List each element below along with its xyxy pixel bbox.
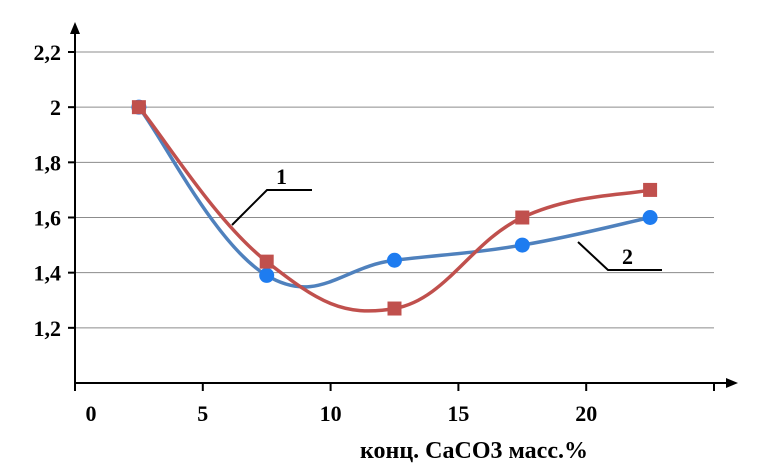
x-tick-label: 20 <box>575 401 597 426</box>
series-1-label: 1 <box>276 164 287 189</box>
x-tick-label: 0 <box>86 401 97 426</box>
y-axis-arrow <box>70 22 80 34</box>
y-tick-label: 1,2 <box>34 316 62 341</box>
axis-ticks: 1,2 1,4 1,6 1,8 2 2,2 0 5 10 15 20 <box>34 40 715 426</box>
x-tick-label: 15 <box>447 401 469 426</box>
data-point-series-2 <box>642 210 658 225</box>
series-layer <box>131 99 658 316</box>
data-point-series-2 <box>387 252 402 268</box>
x-axis-arrow <box>726 378 738 388</box>
series-line-1 <box>137 106 651 313</box>
data-point-series-1 <box>515 210 530 225</box>
gridlines <box>75 51 714 329</box>
y-tick-label: 1,6 <box>34 206 62 231</box>
x-axis-label: конц. CaCO3 масс.% <box>360 438 588 464</box>
y-tick-label: 2,2 <box>34 40 62 65</box>
y-tick-label: 1,4 <box>34 261 62 286</box>
series-2-leader <box>577 241 662 271</box>
data-point-series-2 <box>259 267 275 283</box>
y-tick-label: 1,8 <box>34 150 62 175</box>
data-point-series-1 <box>259 254 274 269</box>
data-point-series-1 <box>643 182 658 197</box>
series-2-label: 2 <box>622 244 633 269</box>
series-annotations: 12 <box>231 164 662 271</box>
series-1-leader <box>231 189 312 226</box>
x-tick-label: 10 <box>320 401 342 426</box>
data-point-series-1 <box>387 301 402 316</box>
y-tick-label: 2 <box>50 95 61 120</box>
x-tick-label: 5 <box>197 401 208 426</box>
data-point-series-2 <box>514 237 530 253</box>
axes <box>70 22 738 388</box>
data-point-series-1 <box>131 100 146 115</box>
series-line-2 <box>137 106 651 289</box>
